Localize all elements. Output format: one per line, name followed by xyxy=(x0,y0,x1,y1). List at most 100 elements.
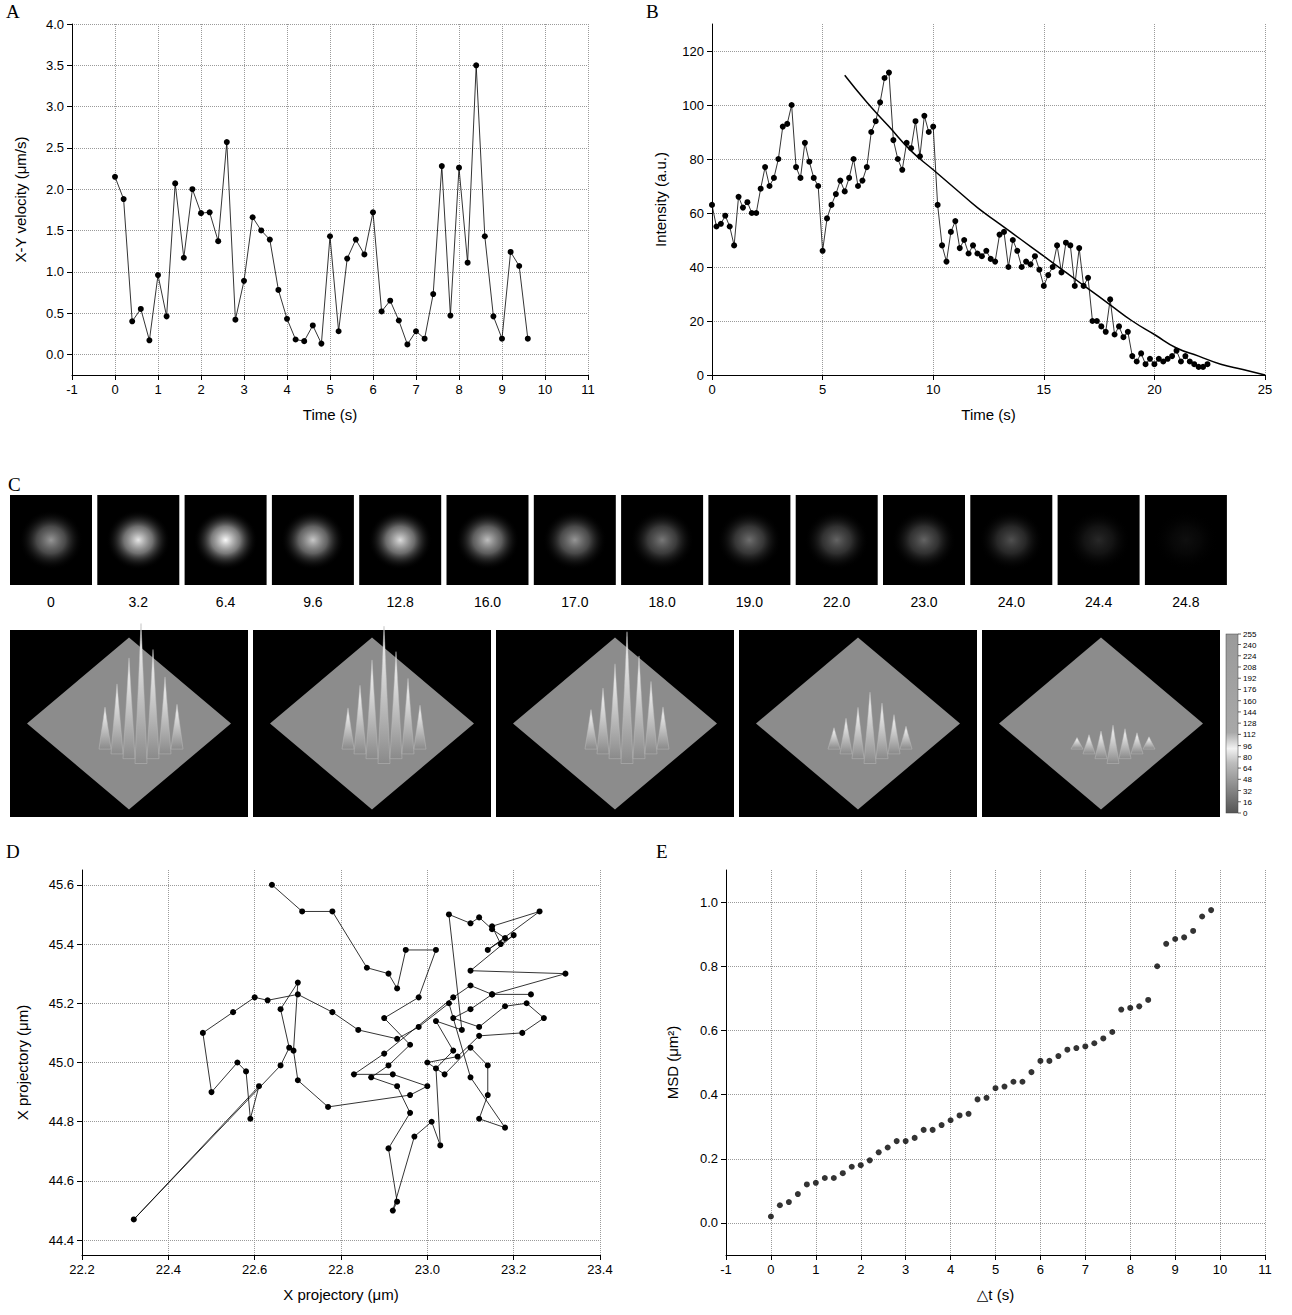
svg-text:0.4: 0.4 xyxy=(700,1087,718,1102)
svg-text:2: 2 xyxy=(857,1262,864,1277)
svg-text:224: 224 xyxy=(1243,652,1257,661)
svg-text:X projectory (μm): X projectory (μm) xyxy=(14,1005,31,1120)
svg-text:20: 20 xyxy=(690,314,704,329)
svg-text:16: 16 xyxy=(1243,798,1252,807)
svg-text:Intensity (a.u.): Intensity (a.u.) xyxy=(652,152,669,247)
svg-text:0.8: 0.8 xyxy=(700,959,718,974)
svg-text:2.5: 2.5 xyxy=(46,140,64,155)
svg-text:1: 1 xyxy=(812,1262,819,1277)
svg-text:2: 2 xyxy=(197,382,204,397)
svg-text:22.6: 22.6 xyxy=(242,1262,267,1277)
svg-text:4.0: 4.0 xyxy=(46,17,64,32)
svg-text:9: 9 xyxy=(1172,1262,1179,1277)
svg-text:0.0: 0.0 xyxy=(46,347,64,362)
svg-text:23.0: 23.0 xyxy=(415,1262,440,1277)
svg-text:5: 5 xyxy=(819,382,826,397)
svg-text:128: 128 xyxy=(1243,719,1257,728)
svg-text:24.0: 24.0 xyxy=(998,594,1025,610)
svg-text:255: 255 xyxy=(1243,630,1257,639)
svg-text:20: 20 xyxy=(1147,382,1161,397)
svg-text:8: 8 xyxy=(1127,1262,1134,1277)
svg-text:11: 11 xyxy=(1258,1262,1272,1277)
svg-text:160: 160 xyxy=(1243,697,1257,706)
svg-text:112: 112 xyxy=(1243,730,1256,739)
svg-text:0.2: 0.2 xyxy=(700,1151,718,1166)
svg-text:64: 64 xyxy=(1243,764,1252,773)
svg-text:-1: -1 xyxy=(66,382,78,397)
svg-text:22.8: 22.8 xyxy=(328,1262,353,1277)
svg-text:1.0: 1.0 xyxy=(46,264,64,279)
svg-text:45.6: 45.6 xyxy=(49,877,74,892)
svg-text:80: 80 xyxy=(1243,753,1252,762)
svg-text:MSD (μm²): MSD (μm²) xyxy=(664,1026,681,1100)
svg-text:0: 0 xyxy=(697,368,704,383)
svg-text:0.5: 0.5 xyxy=(46,306,64,321)
svg-text:3: 3 xyxy=(902,1262,909,1277)
svg-text:1.0: 1.0 xyxy=(700,895,718,910)
svg-text:24.8: 24.8 xyxy=(1172,594,1199,610)
svg-text:Time (s): Time (s) xyxy=(303,406,357,423)
svg-text:X-Y velocity (μm/s): X-Y velocity (μm/s) xyxy=(12,137,29,263)
svg-text:96: 96 xyxy=(1243,742,1252,751)
svg-text:80: 80 xyxy=(690,152,704,167)
svg-text:4: 4 xyxy=(947,1262,954,1277)
svg-text:1.5: 1.5 xyxy=(46,223,64,238)
svg-text:3.5: 3.5 xyxy=(46,58,64,73)
svg-text:10: 10 xyxy=(538,382,552,397)
svg-text:192: 192 xyxy=(1243,674,1257,683)
svg-text:0: 0 xyxy=(1243,809,1248,818)
svg-text:23.0: 23.0 xyxy=(910,594,937,610)
svg-text:45.0: 45.0 xyxy=(49,1055,74,1070)
svg-text:22.0: 22.0 xyxy=(823,594,850,610)
svg-text:0: 0 xyxy=(708,382,715,397)
svg-text:120: 120 xyxy=(682,44,704,59)
svg-text:10: 10 xyxy=(1213,1262,1227,1277)
svg-text:45.2: 45.2 xyxy=(49,996,74,1011)
svg-text:6: 6 xyxy=(1037,1262,1044,1277)
svg-text:24.4: 24.4 xyxy=(1085,594,1112,610)
svg-text:60: 60 xyxy=(690,206,704,221)
svg-text:9: 9 xyxy=(498,382,505,397)
svg-text:10: 10 xyxy=(926,382,940,397)
svg-text:5: 5 xyxy=(992,1262,999,1277)
svg-text:2.0: 2.0 xyxy=(46,182,64,197)
svg-text:23.2: 23.2 xyxy=(501,1262,526,1277)
svg-text:176: 176 xyxy=(1243,685,1257,694)
svg-text:15: 15 xyxy=(1037,382,1051,397)
svg-text:17.0: 17.0 xyxy=(561,594,588,610)
svg-text:23.4: 23.4 xyxy=(587,1262,612,1277)
svg-text:19.0: 19.0 xyxy=(736,594,763,610)
svg-text:0: 0 xyxy=(47,594,55,610)
svg-text:22.4: 22.4 xyxy=(156,1262,181,1277)
svg-text:7: 7 xyxy=(412,382,419,397)
svg-text:Time (s): Time (s) xyxy=(961,406,1015,423)
svg-text:0.6: 0.6 xyxy=(700,1023,718,1038)
svg-text:100: 100 xyxy=(682,98,704,113)
svg-text:8: 8 xyxy=(455,382,462,397)
svg-text:6.4: 6.4 xyxy=(216,594,236,610)
svg-text:45.4: 45.4 xyxy=(49,937,74,952)
svg-text:C: C xyxy=(8,474,21,495)
svg-text:X projectory (μm): X projectory (μm) xyxy=(283,1286,398,1303)
svg-text:6: 6 xyxy=(369,382,376,397)
svg-text:4: 4 xyxy=(283,382,290,397)
svg-text:0: 0 xyxy=(111,382,118,397)
svg-text:44.6: 44.6 xyxy=(49,1173,74,1188)
svg-text:0.0: 0.0 xyxy=(700,1215,718,1230)
svg-text:208: 208 xyxy=(1243,663,1257,672)
svg-text:48: 48 xyxy=(1243,775,1252,784)
svg-text:18.0: 18.0 xyxy=(648,594,675,610)
svg-text:3.2: 3.2 xyxy=(129,594,149,610)
svg-text:3: 3 xyxy=(240,382,247,397)
svg-text:22.2: 22.2 xyxy=(69,1262,94,1277)
svg-text:240: 240 xyxy=(1243,641,1257,650)
svg-text:0: 0 xyxy=(767,1262,774,1277)
svg-text:9.6: 9.6 xyxy=(303,594,323,610)
svg-text:44.4: 44.4 xyxy=(49,1233,74,1248)
svg-text:40: 40 xyxy=(690,260,704,275)
svg-text:25: 25 xyxy=(1258,382,1272,397)
svg-text:7: 7 xyxy=(1082,1262,1089,1277)
svg-text:3.0: 3.0 xyxy=(46,99,64,114)
svg-text:-1: -1 xyxy=(720,1262,732,1277)
svg-text:16.0: 16.0 xyxy=(474,594,501,610)
